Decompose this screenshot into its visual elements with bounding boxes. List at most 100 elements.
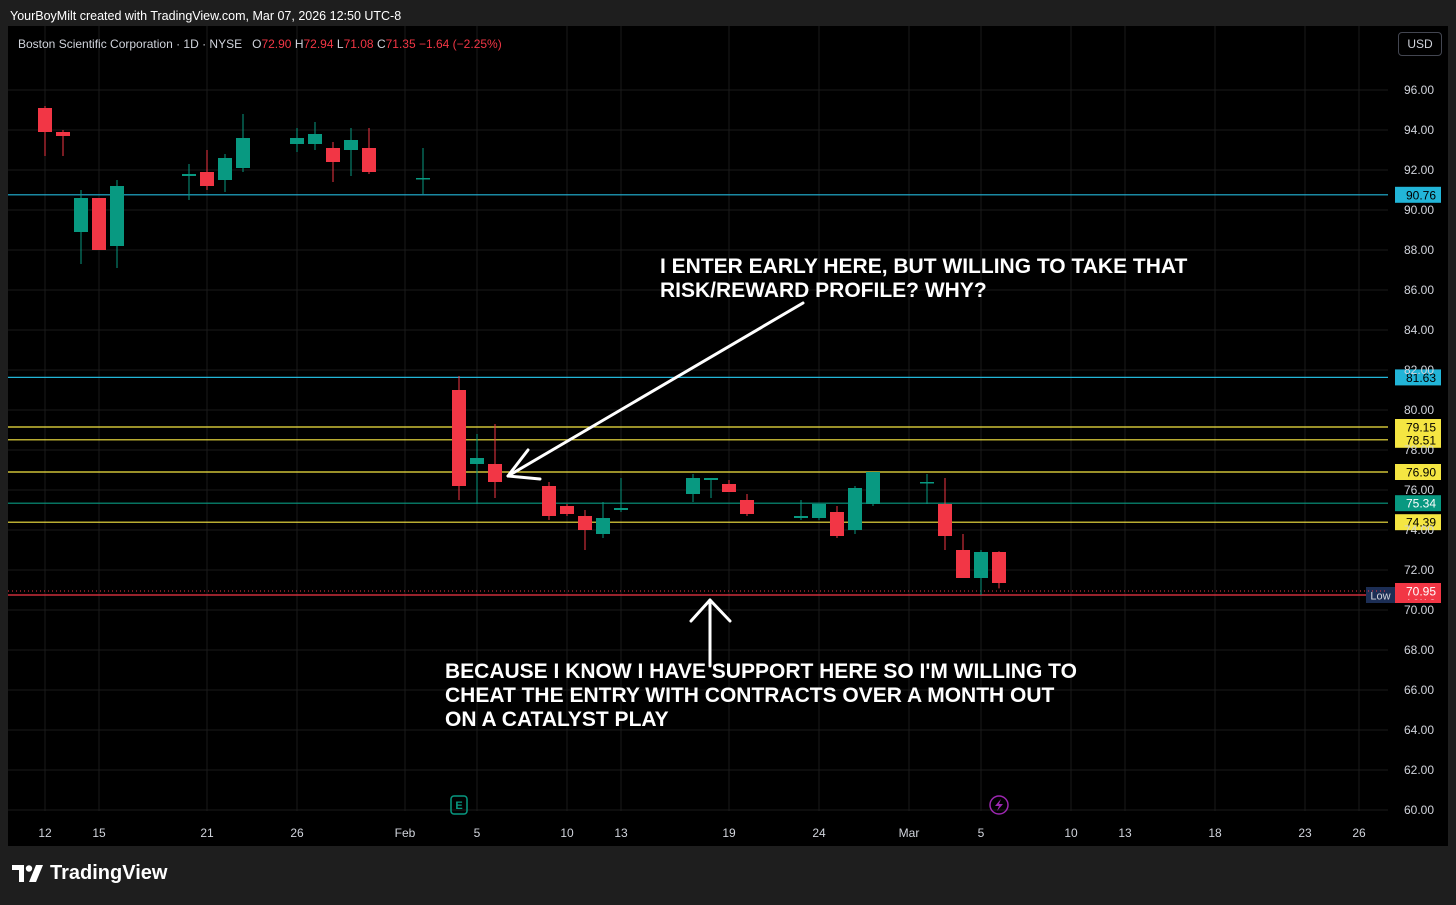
x-tick-label: Feb [395, 826, 416, 840]
candle-body[interactable] [740, 500, 754, 514]
lightning-icon [995, 799, 1003, 811]
price-level-badge [1395, 431, 1441, 448]
candle-body[interactable] [182, 174, 196, 176]
price-level-badge [1395, 495, 1441, 512]
credit-text: YourBoyMilt created with TradingView.com… [10, 9, 402, 23]
y-tick-label: 66.00 [1404, 683, 1434, 697]
support-arrow-head [689, 598, 732, 623]
tradingview-logo-icon [12, 864, 43, 882]
candle-body[interactable] [92, 198, 106, 250]
candle-body[interactable] [488, 464, 502, 482]
candle-body[interactable] [326, 148, 340, 162]
currency-button[interactable]: USD [1398, 32, 1442, 56]
close-label: C [376, 37, 386, 51]
candle-body[interactable] [308, 134, 322, 144]
price-level-label: 75.34 [1406, 497, 1436, 511]
annotation-arrow-shaft [506, 301, 805, 478]
x-tick-label: 10 [1064, 826, 1078, 840]
low-label: L [336, 37, 344, 51]
price-level-badge [1395, 186, 1441, 203]
candle-body[interactable] [614, 508, 628, 510]
open-value: 72.90 [261, 37, 292, 51]
last-price-label: 70.95 [1406, 585, 1436, 599]
x-tick-label: 13 [1118, 826, 1132, 840]
candle-body[interactable] [848, 488, 862, 530]
y-tick-label: 74.00 [1404, 523, 1434, 537]
candle-body[interactable] [578, 516, 592, 530]
x-tick-label: Mar [899, 826, 920, 840]
price-level-label: 74.39 [1406, 516, 1436, 530]
tradingview-logo[interactable]: TradingView [12, 862, 167, 885]
candle-body[interactable] [236, 138, 250, 168]
earnings-event-letter: E [455, 800, 462, 812]
price-level-badge [1395, 419, 1441, 435]
candle-body[interactable] [794, 516, 808, 518]
last-price-badge [1395, 583, 1441, 599]
price-level-badge [1395, 514, 1441, 531]
x-tick-label: 15 [92, 826, 106, 840]
change-value: −1.64 (−2.25%) [418, 37, 502, 51]
candle-body[interactable] [110, 186, 124, 246]
y-tick-label: 90.00 [1404, 203, 1434, 217]
y-tick-label: 94.00 [1404, 123, 1434, 137]
y-tick-label: 88.00 [1404, 243, 1434, 257]
price-chart[interactable]: 90.7681.6379.1578.5176.9075.3474.3970.75… [8, 26, 1448, 846]
x-tick-label: 23 [1298, 826, 1312, 840]
y-tick-label: 82.00 [1404, 363, 1434, 377]
candle-body[interactable] [992, 552, 1006, 583]
open-label: O [252, 37, 262, 51]
close-value: 71.35 [385, 37, 416, 51]
x-tick-label: 21 [200, 826, 214, 840]
candle-body[interactable] [560, 506, 574, 514]
candle-body[interactable] [200, 172, 214, 186]
candle-body[interactable] [956, 550, 970, 578]
candle-body[interactable] [686, 478, 700, 494]
candle-body[interactable] [866, 472, 880, 504]
candle-body[interactable] [812, 504, 826, 518]
candle-body[interactable] [362, 148, 376, 172]
candle-body[interactable] [38, 108, 52, 132]
symbol-legend: Boston Scientific Corporation · 1D · NYS… [18, 37, 502, 51]
candle-body[interactable] [56, 132, 70, 136]
earnings-event-icon[interactable] [450, 795, 468, 815]
candle-body[interactable] [74, 198, 88, 232]
candle-body[interactable] [722, 484, 736, 492]
high-value: 72.94 [303, 37, 334, 51]
dividend-event-icon[interactable] [989, 795, 1009, 815]
price-level-label: 76.90 [1406, 466, 1436, 480]
chart-panel[interactable]: 90.7681.6379.1578.5176.9075.3474.3970.75… [8, 26, 1448, 846]
candle-body[interactable] [290, 138, 304, 144]
y-tick-label: 72.00 [1404, 563, 1434, 577]
candle-body[interactable] [416, 178, 430, 180]
candle-body[interactable] [344, 140, 358, 150]
candle-body[interactable] [542, 486, 556, 516]
price-level-label: 90.76 [1406, 188, 1436, 202]
candle-body[interactable] [452, 390, 466, 486]
annotation-entry-text: I ENTER EARLY HERE, BUT WILLING TO TAKE … [660, 255, 1188, 302]
x-tick-label: 12 [38, 826, 52, 840]
symbol-name: Boston Scientific Corporation · 1D · NYS… [18, 37, 243, 51]
candle-body[interactable] [830, 512, 844, 536]
candle-body[interactable] [218, 158, 232, 180]
high-label: H [294, 37, 304, 51]
candle-body[interactable] [596, 518, 610, 534]
y-tick-label: 96.00 [1404, 83, 1434, 97]
y-tick-label: 62.00 [1404, 763, 1434, 777]
candle-body[interactable] [704, 478, 718, 480]
candle-body[interactable] [470, 458, 484, 464]
x-tick-label: 19 [722, 826, 736, 840]
y-tick-label: 64.00 [1404, 723, 1434, 737]
low-value: 71.08 [343, 37, 374, 51]
candle-body[interactable] [938, 504, 952, 536]
x-tick-label: 5 [978, 826, 985, 840]
candle-body[interactable] [920, 482, 934, 484]
x-tick-label: 10 [560, 826, 574, 840]
y-tick-label: 76.00 [1404, 483, 1434, 497]
low-tag-label: Low [1370, 591, 1390, 603]
candle-body[interactable] [974, 552, 988, 578]
price-level-badge [1395, 464, 1441, 480]
x-tick-label: 5 [474, 826, 481, 840]
y-tick-label: 80.00 [1404, 403, 1434, 417]
chart-credit-bar: YourBoyMilt created with TradingView.com… [0, 0, 1456, 26]
price-level-label: 79.15 [1406, 421, 1436, 435]
